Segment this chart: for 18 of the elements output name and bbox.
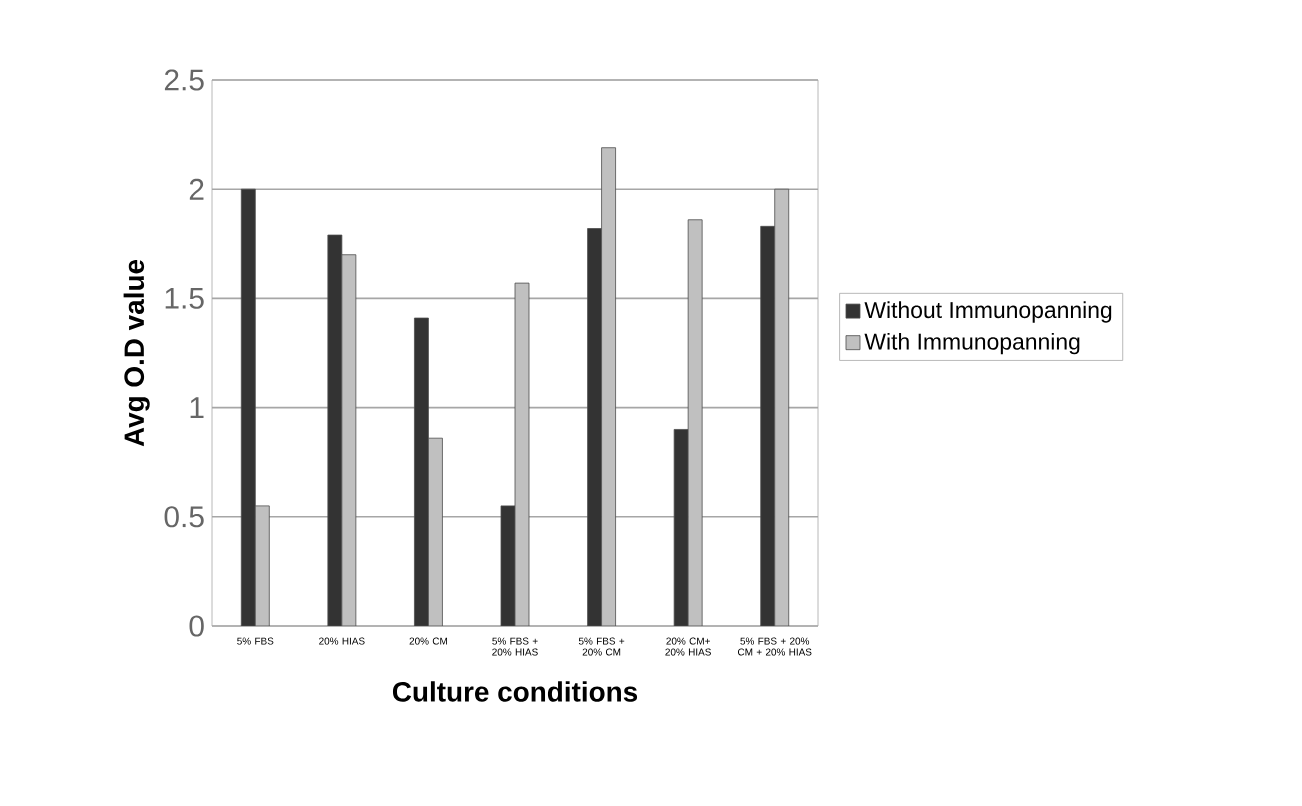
legend-label: With Immunopanning: [864, 332, 1080, 355]
bar: [601, 147, 616, 626]
bar: [587, 228, 602, 626]
y-tick-label: 2: [189, 178, 204, 200]
y-tick-label: 1: [190, 397, 204, 418]
bar: [428, 437, 443, 626]
legend-label: Without Immunopanning: [864, 301, 1112, 323]
bar: [254, 505, 270, 626]
bar: [774, 188, 790, 626]
y-tick-label: 0.5: [164, 506, 204, 528]
bar: [414, 317, 429, 626]
y-tick-label: 1.5: [165, 287, 204, 309]
y-tick-label: 2.5: [164, 69, 204, 91]
x-axis-title: Culture conditions: [392, 681, 638, 702]
y-axis-title: Avg O.D value: [123, 259, 150, 447]
y-tick-label: 0: [189, 615, 204, 637]
bar: [760, 225, 776, 626]
bar: [240, 188, 256, 626]
